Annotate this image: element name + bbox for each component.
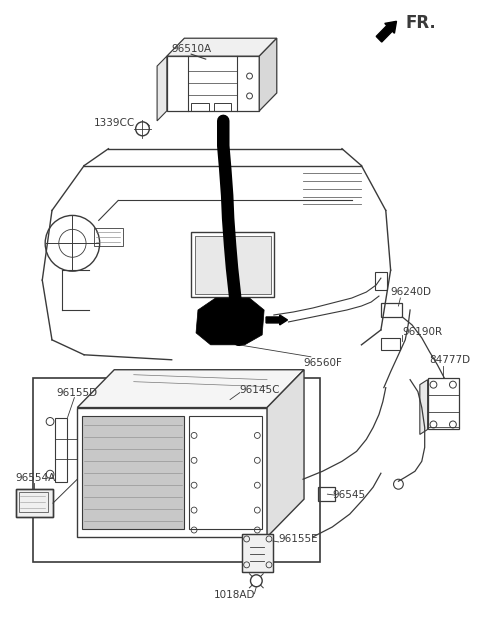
Text: 96554A: 96554A — [15, 473, 55, 483]
Bar — [195, 236, 271, 294]
Bar — [16, 489, 53, 517]
Text: 96240D: 96240D — [391, 287, 432, 297]
Polygon shape — [267, 370, 304, 537]
Polygon shape — [420, 379, 428, 434]
Text: 96155D: 96155D — [57, 387, 98, 397]
Bar — [191, 103, 209, 111]
Bar — [77, 407, 267, 537]
Polygon shape — [157, 56, 167, 121]
Polygon shape — [167, 38, 277, 56]
Bar — [33, 378, 320, 562]
FancyArrow shape — [266, 315, 288, 325]
Bar — [167, 56, 259, 111]
Text: FR.: FR. — [405, 14, 436, 32]
Text: 96155E: 96155E — [279, 534, 318, 544]
Bar — [242, 534, 273, 572]
Bar — [189, 415, 262, 529]
Bar — [55, 418, 67, 482]
Text: 96545: 96545 — [332, 490, 365, 500]
Text: 1018AD: 1018AD — [214, 590, 256, 599]
Text: 96510A: 96510A — [171, 44, 211, 54]
Bar — [82, 415, 184, 529]
Text: 96560F: 96560F — [303, 358, 342, 368]
Bar — [375, 272, 387, 290]
Polygon shape — [196, 298, 264, 345]
Bar — [191, 232, 274, 297]
Text: 96190R: 96190R — [402, 327, 443, 337]
Bar — [214, 103, 231, 111]
Bar — [381, 303, 402, 317]
Bar — [428, 378, 459, 430]
Bar — [242, 534, 273, 572]
Bar — [381, 338, 400, 350]
Text: 84777D: 84777D — [430, 355, 471, 365]
Text: 1339CC: 1339CC — [94, 118, 135, 128]
Bar — [19, 492, 48, 512]
Bar — [94, 229, 123, 247]
Bar — [16, 489, 53, 517]
Text: 96145C: 96145C — [240, 384, 280, 395]
FancyArrow shape — [376, 21, 396, 42]
Polygon shape — [77, 370, 304, 407]
Polygon shape — [259, 38, 277, 111]
Bar — [318, 487, 335, 501]
